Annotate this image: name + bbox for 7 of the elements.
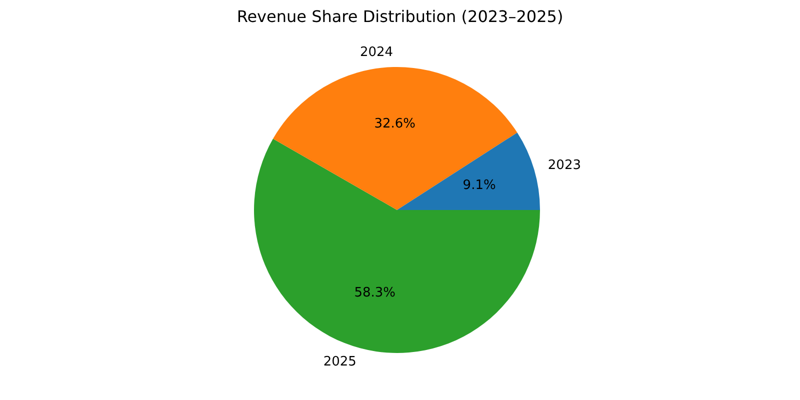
data-label: 32.6%: [374, 116, 416, 132]
slice-label: 2024: [360, 45, 394, 60]
slice-label: 2025: [323, 354, 356, 370]
chart-title: Revenue Share Distribution (2023–2025): [236, 7, 564, 26]
data-label: 58.3%: [354, 285, 396, 300]
slice-label: 2023: [548, 158, 582, 174]
data-label: 9.1%: [462, 178, 496, 194]
